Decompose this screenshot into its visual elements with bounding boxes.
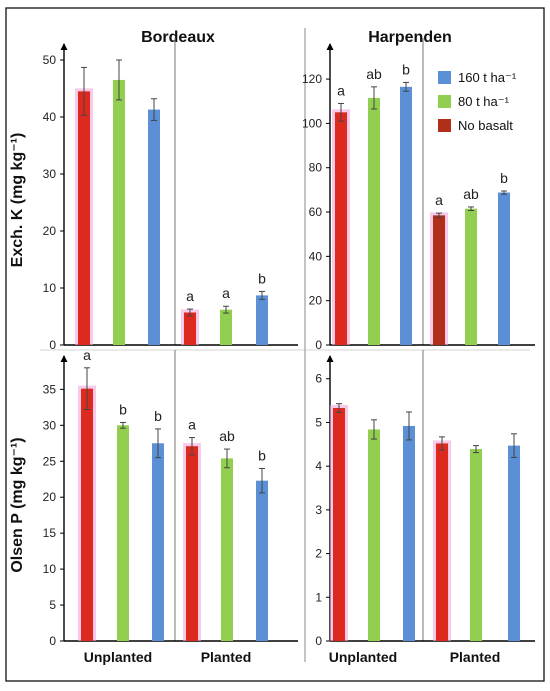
significance-letter-tr-g0-80t: ab [366,66,382,82]
legend-label-160: 160 t ha⁻¹ [458,70,517,85]
y-tick-label-br-4: 4 [315,459,322,473]
y-axis-arrow-tr [326,43,334,50]
bar-tl-g0-no-basalt [78,91,90,345]
significance-letter-tl-g1-160t: b [258,270,266,286]
significance-letter-bl-g1-160t: b [258,447,266,463]
bar-tr-g0-160t [400,86,412,345]
bar-bl-g1-160t [256,480,268,641]
legend: 160 t ha⁻¹ 80 t ha⁻¹ No basalt [438,70,517,133]
y-tick-label-br-1: 1 [315,590,322,604]
y-tick-label-br-5: 5 [315,415,322,429]
legend-label-80: 80 t ha⁻¹ [458,94,510,109]
significance-letter-tr-g1-no-basalt: a [435,192,443,208]
y-axis-arrow-tl [60,43,68,50]
y-tick-label-tr-20: 20 [309,294,323,308]
significance-letter-tr-g0-160t: b [402,61,410,77]
legend-swatch-80 [438,95,451,108]
significance-letter-tr-g1-80t: ab [463,186,479,202]
bar-tr-g1-no-basalt [433,215,445,345]
bar-bl-g1-80t [221,458,233,641]
bar-tl-g0-160t [148,109,160,345]
y-tick-label-br-2: 2 [315,547,322,561]
y-tick-label-tr-60: 60 [309,205,323,219]
ylabel-exch-k: Exch. K (mg kg⁻¹) [9,133,26,268]
y-tick-label-br-3: 3 [315,503,322,517]
group-label-planted-left: Planted [201,649,252,665]
bar-bl-g0-80t [117,425,129,641]
legend-label-no-basalt: No basalt [458,118,513,133]
bar-tl-g1-no-basalt [184,312,196,345]
significance-letter-bl-g1-80t: ab [219,428,235,444]
y-tick-label-br-6: 6 [315,372,322,386]
figure-frame [5,7,545,682]
y-tick-label-tr-100: 100 [302,116,322,130]
bar-bl-g0-160t [152,443,164,641]
bar-bl-g1-no-basalt [186,446,198,641]
y-tick-label-tl-0: 0 [49,338,56,352]
bar-tr-g1-80t [465,208,477,345]
y-tick-label-br-0: 0 [315,634,322,648]
title-bordeaux: Bordeaux [141,29,215,46]
y-tick-label-tr-40: 40 [309,249,323,263]
y-tick-label-bl-30: 30 [43,418,57,432]
y-tick-label-tl-50: 50 [43,53,57,67]
bar-br-g1-no-basalt [436,443,448,641]
y-tick-label-tl-20: 20 [43,224,57,238]
significance-letter-tr-g1-160t: b [500,170,508,186]
group-label-unplanted-right: Unplanted [329,649,397,665]
y-tick-label-bl-35: 35 [43,382,57,396]
group-label-planted-right: Planted [450,649,501,665]
bar-tl-g1-160t [256,295,268,345]
y-tick-label-tl-30: 30 [43,167,57,181]
y-tick-label-tl-10: 10 [43,281,57,295]
y-tick-label-tr-80: 80 [309,161,323,175]
y-tick-label-bl-0: 0 [49,634,56,648]
bar-bl-g0-no-basalt [81,388,93,641]
significance-letter-bl-g0-160t: b [154,408,162,424]
ylabel-olsen-p: Olsen P (mg kg⁻¹) [9,437,26,572]
y-tick-label-tr-120: 120 [302,72,322,86]
bar-br-g0-160t [403,425,415,641]
bar-tr-g0-80t [368,97,380,345]
group-label-unplanted-left: Unplanted [84,649,152,665]
y-tick-label-bl-25: 25 [43,454,57,468]
bar-br-g1-80t [470,449,482,641]
y-tick-label-bl-10: 10 [43,562,57,576]
bar-tl-g0-80t [113,79,125,345]
bar-tr-g1-160t [498,192,510,345]
y-tick-label-bl-5: 5 [49,598,56,612]
y-tick-label-tl-40: 40 [43,110,57,124]
y-tick-label-bl-15: 15 [43,526,57,540]
title-harpenden: Harpenden [368,29,452,46]
bar-tr-g0-no-basalt [335,112,347,345]
significance-letter-tr-g0-no-basalt: a [337,82,345,98]
y-tick-label-tr-0: 0 [315,338,322,352]
y-axis-arrow-bl [60,355,68,362]
legend-swatch-no-basalt [438,119,451,132]
significance-letter-bl-g0-no-basalt: a [83,347,91,363]
bar-br-g0-no-basalt [333,408,345,641]
bar-br-g1-160t [508,445,520,641]
y-axis-arrow-br [326,355,334,362]
significance-letter-tl-g1-80t: a [222,285,230,301]
y-tick-label-bl-20: 20 [43,490,57,504]
legend-swatch-160 [438,71,451,84]
bar-br-g0-80t [368,429,380,641]
significance-letter-bl-g0-80t: b [119,401,127,417]
bar-tl-g1-80t [220,309,232,345]
significance-letter-tl-g1-no-basalt: a [186,288,194,304]
significance-letter-bl-g1-no-basalt: a [188,417,196,433]
